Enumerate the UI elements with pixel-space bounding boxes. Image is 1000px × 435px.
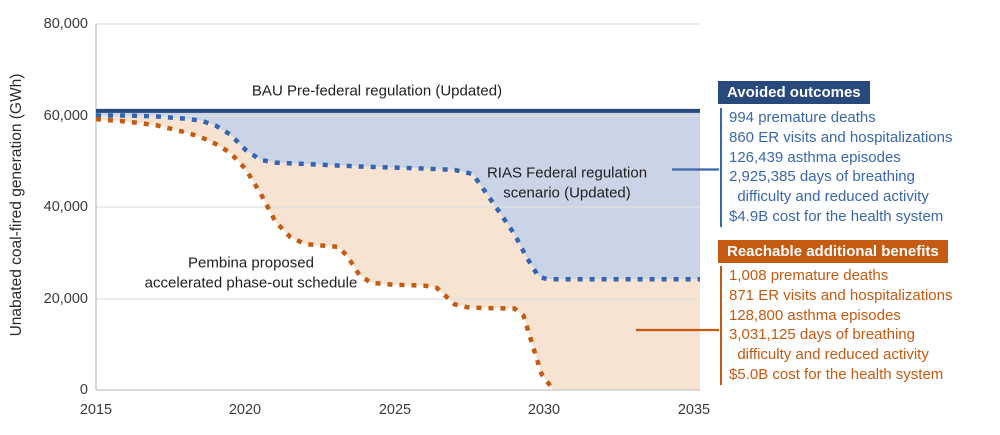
avoided-item-er-visits: 860 ER visits and hospitalizations: [729, 128, 953, 146]
avoided-item-breathing-days: 2,925,385 days of breathing difficulty a…: [729, 168, 929, 206]
x-tick-2020: 2020: [228, 402, 262, 418]
reachable-item-asthma: 128,800 asthma episodes: [729, 306, 901, 324]
avoided-outcomes-list: 994 premature deaths 860 ER visits and h…: [720, 108, 991, 227]
pembina-line: [95, 116, 556, 392]
x-tick-2015: 2015: [79, 402, 113, 418]
y-tick-40000: 40,000: [43, 199, 88, 215]
avoided-item-health-cost: $4.9B cost for the health system: [729, 207, 944, 225]
gridlines: [96, 23, 700, 300]
avoided-item-premature-deaths: 994 premature deaths: [729, 109, 876, 126]
area-rias-pembina: [96, 115, 700, 390]
reachable-item-premature-deaths: 1,008 premature deaths: [729, 267, 889, 284]
reachable-item-breathing-days: 3,031,125 days of breathing difficulty a…: [729, 326, 929, 364]
y-tick-60000: 60,000: [43, 108, 88, 124]
annotation-connectors: [636, 168, 719, 332]
reachable-item-health-cost: $5.0B cost for the health system: [729, 365, 944, 383]
avoided-item-asthma: 126,439 asthma episodes: [729, 148, 901, 166]
x-tick-2025: 2025: [378, 402, 412, 418]
rias-line-label: RIAS Federal regulation scenario (Update…: [486, 164, 648, 202]
data-series-lines: [95, 108, 700, 392]
avoided-outcomes-header: Avoided outcomes: [718, 81, 870, 104]
x-tick-2035: 2035: [677, 402, 711, 418]
shaded-areas: [96, 110, 700, 390]
reachable-benefits-header: Reachable additional benefits: [718, 240, 948, 263]
pembina-line-label: Pembina proposed accelerated phase-out s…: [144, 254, 358, 292]
area-bau-rias: [96, 110, 700, 280]
axes: [95, 24, 700, 391]
bau-line-label: BAU Pre-federal regulation (Updated): [251, 82, 503, 100]
reachable-item-er-visits: 871 ER visits and hospitalizations: [729, 286, 953, 304]
y-tick-80000: 80,000: [43, 16, 88, 32]
y-tick-20000: 20,000: [43, 291, 88, 307]
rias-line: [96, 113, 700, 282]
x-tick-2030: 2030: [527, 402, 561, 418]
y-tick-0: 0: [79, 382, 88, 398]
reachable-benefits-list: 1,008 premature deaths 871 ER visits and…: [720, 266, 991, 385]
